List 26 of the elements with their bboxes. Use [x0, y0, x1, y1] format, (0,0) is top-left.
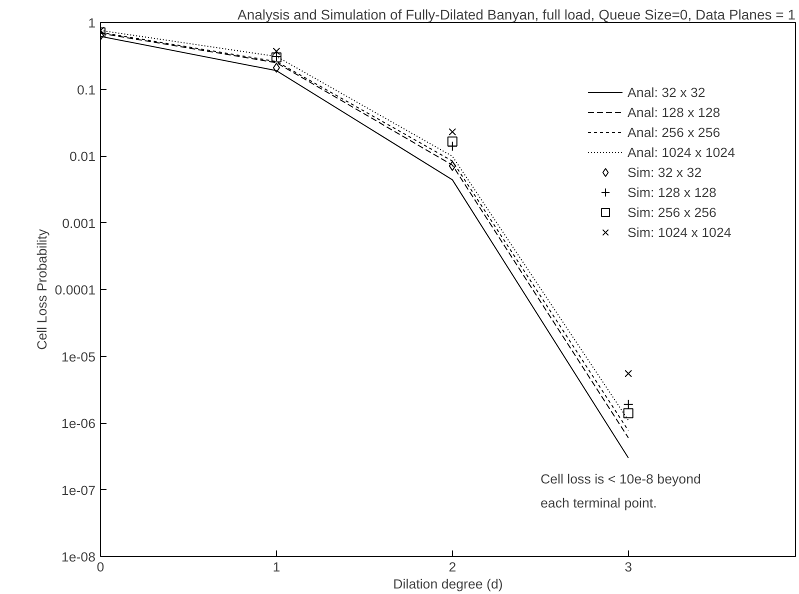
x-axis-title: Dilation degree (d) — [393, 576, 503, 592]
y-tick-label: 0.1 — [76, 82, 96, 98]
chart-title: Analysis and Simulation of Fully-Dilated Banyan, full load, Queue Size=0, Data Planes = 1 — [238, 6, 796, 22]
legend-label: Sim: 128 x 128 — [628, 184, 716, 200]
y-tick-label: 0.001 — [62, 216, 96, 231]
x-tick-label: 1 — [272, 560, 280, 574]
y-axis-title: Cell Loss Probability — [34, 228, 50, 350]
y-tick-label: 1 — [88, 16, 96, 30]
y-tick-label: 1e-06 — [61, 416, 96, 431]
legend-label: Anal: 32 x 32 — [628, 84, 706, 100]
legend-label: Sim: 1024 x 1024 — [628, 224, 732, 240]
legend-label: Sim: 32 x 32 — [628, 164, 702, 180]
legend-label: Sim: 256 x 256 — [628, 204, 716, 220]
x-tick-label: 0 — [96, 560, 104, 574]
legend-label: Anal: 256 x 256 — [628, 124, 720, 140]
x-tick-label: 3 — [624, 560, 632, 574]
legend-label: Anal: 1024 x 1024 — [628, 144, 735, 160]
legend-label: Anal: 128 x 128 — [628, 104, 720, 120]
y-tick-label: 1e-07 — [61, 482, 96, 498]
x-tick-label: 2 — [448, 560, 456, 574]
y-tick-label: 0.01 — [70, 149, 96, 164]
annotation: Cell loss is < 10e-8 beyond — [540, 472, 701, 486]
y-tick-label: 0.0001 — [54, 282, 96, 298]
y-tick-label: 1e-08 — [61, 550, 96, 564]
y-tick-label: 1e-05 — [61, 349, 96, 364]
annotation: each terminal point. — [540, 496, 657, 510]
